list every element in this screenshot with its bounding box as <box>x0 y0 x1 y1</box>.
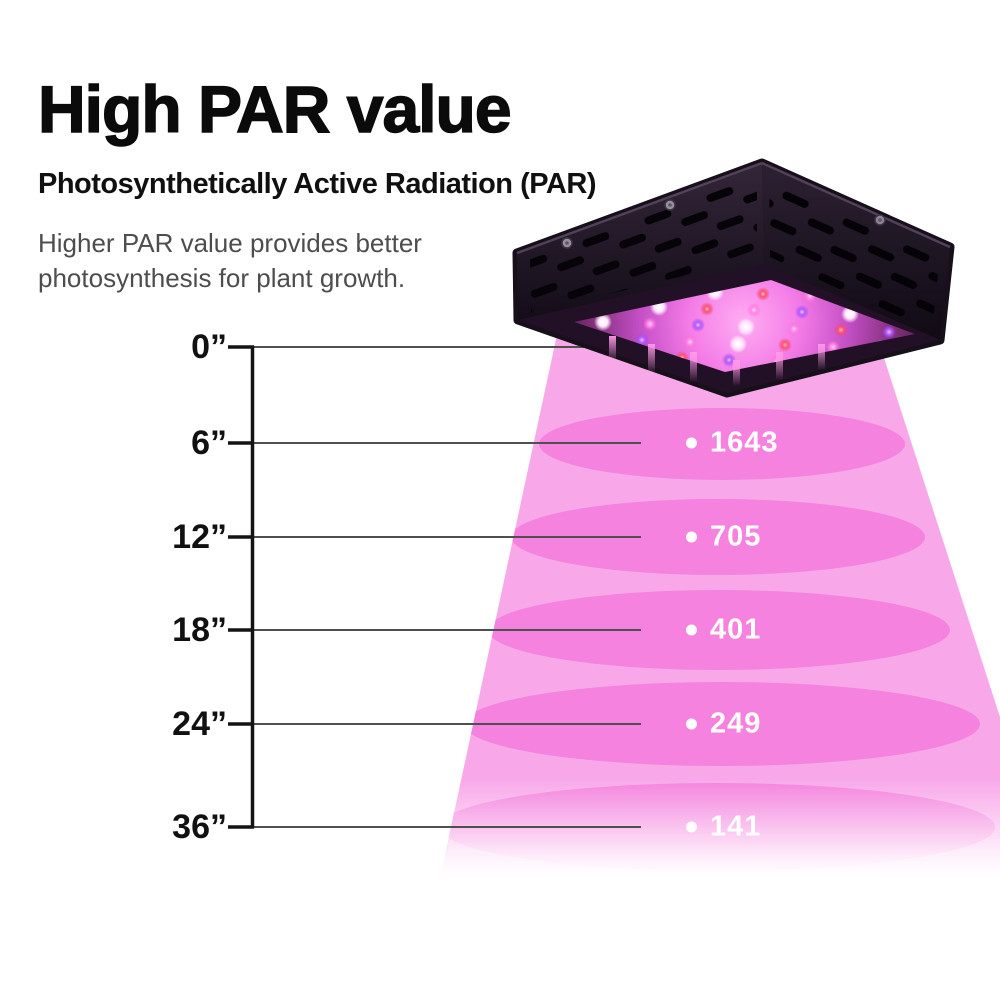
subtitle: Photosynthetically Active Radiation (PAR… <box>38 168 596 200</box>
axis-label-24in: 24” <box>172 705 227 743</box>
led-grow-light-photo <box>512 158 955 398</box>
footprint-ellipse-24in <box>464 682 980 766</box>
lamp-left-face-vents <box>530 175 757 313</box>
bullet-dot-icon <box>686 624 697 636</box>
par-value: 249 <box>710 707 762 740</box>
description: Higher PAR value provides better photosy… <box>38 226 422 296</box>
par-reading-24in: 249 <box>686 707 762 740</box>
lamp-top-edge-right <box>761 161 951 249</box>
axis-label-0in: 0” <box>191 328 227 366</box>
light-beam-cone <box>440 330 1000 878</box>
page-title: High PAR value <box>37 72 512 146</box>
light-footprint-ellipses <box>440 408 995 871</box>
axis-label-6in: 6” <box>191 424 227 462</box>
par-value: 705 <box>710 520 762 553</box>
axis-label-36in: 36” <box>172 808 227 846</box>
bullet-dot-icon <box>686 821 697 833</box>
bullet-dot-icon <box>686 437 697 449</box>
screw-icons <box>561 199 886 249</box>
description-line-1: Higher PAR value provides better <box>38 228 422 258</box>
led-reflection-streaks <box>609 336 825 386</box>
par-value: 1643 <box>710 426 779 459</box>
axis-label-18in: 18” <box>172 611 227 649</box>
par-reading-6in: 1643 <box>686 426 779 459</box>
par-value: 141 <box>710 810 762 843</box>
par-reading-36in: 141 <box>686 810 762 843</box>
bullet-dot-icon <box>686 531 697 543</box>
par-reading-18in: 401 <box>686 613 762 646</box>
par-reading-12in: 705 <box>686 520 762 553</box>
description-line-2: photosynthesis for plant growth. <box>38 263 406 293</box>
distance-axis <box>228 345 641 829</box>
footprint-ellipse-6in <box>539 408 905 480</box>
footprint-ellipse-36in <box>440 783 995 871</box>
footprint-ellipse-18in <box>488 590 950 670</box>
lamp-top-edge-left <box>516 161 763 255</box>
axis-label-12in: 12” <box>172 518 227 556</box>
bullet-dot-icon <box>686 718 697 730</box>
footprint-ellipse-12in <box>511 499 925 575</box>
lamp-right-face-vents <box>769 176 940 332</box>
par-value: 401 <box>710 613 762 646</box>
